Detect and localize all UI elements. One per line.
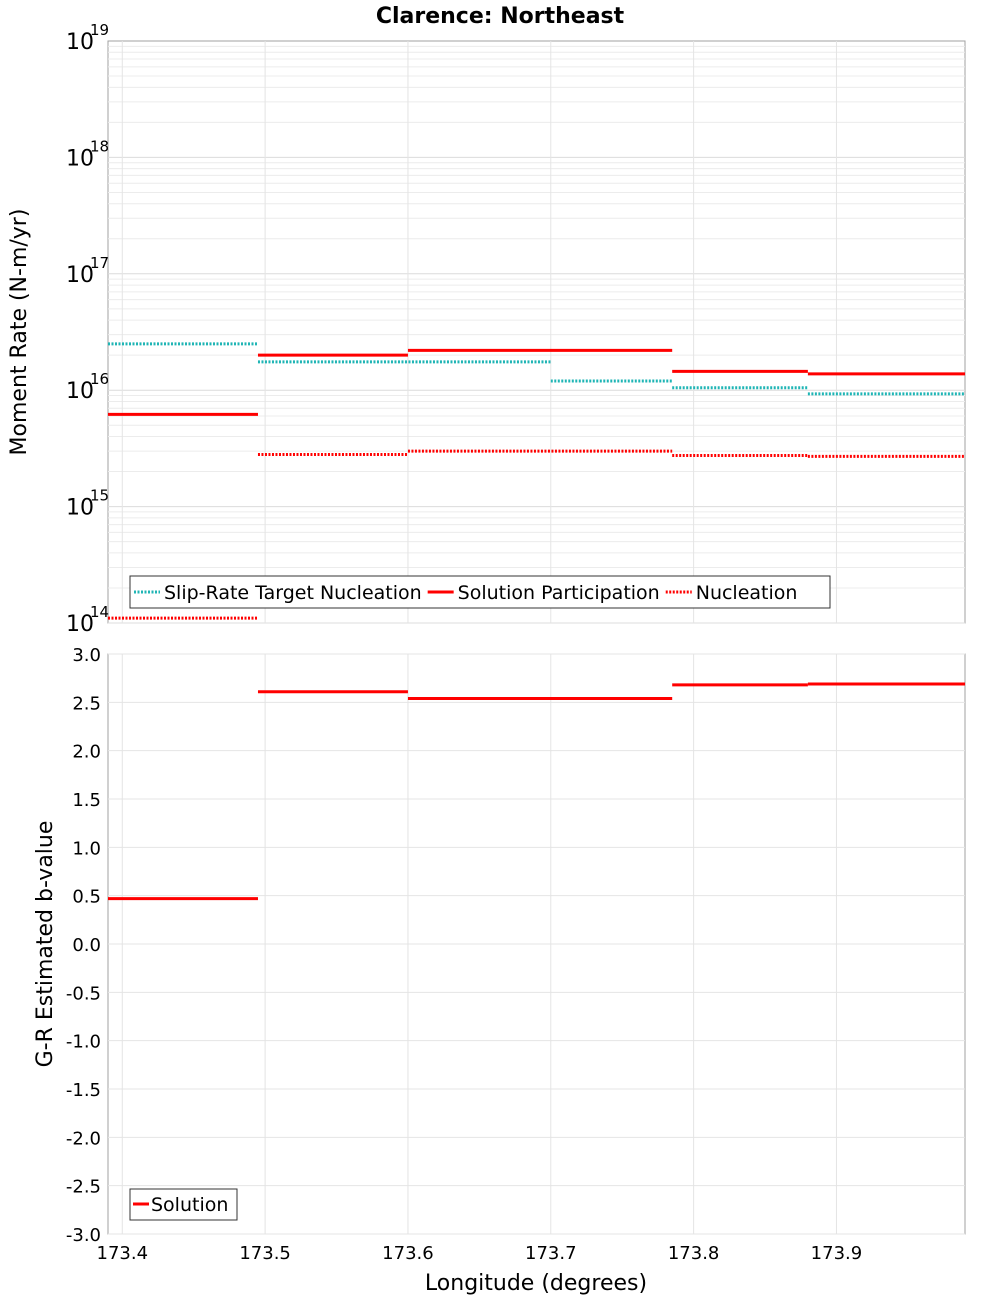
y-tick-label: -1.5 <box>66 1080 101 1101</box>
y-tick-label: 1.5 <box>72 790 101 811</box>
y-tick-label: 1.0 <box>72 838 101 859</box>
b-value-series <box>108 682 965 901</box>
b-value-y-axis-label: G-R Estimated b-value <box>33 821 58 1068</box>
y-tick-label: 10 <box>66 379 94 404</box>
y-tick-label: 2.0 <box>72 742 101 763</box>
b-value-grid <box>108 653 965 1235</box>
y-tick-exponent: 14 <box>90 603 109 621</box>
moment-rate-grid <box>108 41 965 624</box>
y-tick-label: 10 <box>66 146 94 171</box>
x-tick-label: 173.6 <box>382 1243 434 1264</box>
moment-rate-plot-area <box>107 40 966 624</box>
legend-box <box>129 575 831 609</box>
b-value-chart: -3.0 -2.5 -2.0 -1.5 -1.0 -0.5 0.0 0.5 1.0 1.5 2.0 2… <box>33 645 966 1296</box>
y-tick-exponent: 16 <box>90 370 109 388</box>
moment-rate-series <box>108 342 965 620</box>
b-value-y-ticks: -3.0 -2.5 -2.0 -1.5 -1.0 -0.5 0.0 0.5 1.0 1.5 2.0 2… <box>66 645 101 1246</box>
y-tick-exponent: 15 <box>90 487 109 505</box>
legend-label: Solution <box>151 1194 228 1216</box>
y-tick-label: -0.5 <box>66 983 101 1004</box>
x-tick-label: 173.9 <box>811 1243 863 1264</box>
b-value-x-ticks: 173.4 173.5 173.6 173.7 173.8 173.9 <box>97 1243 863 1264</box>
moment-rate-legend: Slip-Rate Target Nucleation Solution Part… <box>129 575 831 609</box>
y-tick-label: 0.5 <box>72 887 101 908</box>
y-tick-label: 10 <box>66 612 94 637</box>
legend-label: Nucleation <box>696 582 798 604</box>
y-tick-label: 10 <box>66 496 94 521</box>
y-tick-label: 10 <box>66 263 94 288</box>
x-tick-label: 173.4 <box>97 1243 149 1264</box>
x-tick-label: 173.5 <box>239 1243 291 1264</box>
y-tick-label: 3.0 <box>72 645 101 666</box>
x-axis-label: Longitude (degrees) <box>425 1271 647 1296</box>
moment-rate-y-axis-label: Moment Rate (N-m/yr) <box>7 209 32 456</box>
y-tick-label: -2.5 <box>66 1177 101 1198</box>
y-tick-exponent: 19 <box>90 21 109 39</box>
y-tick-exponent: 17 <box>90 254 109 272</box>
legend-label: Solution Participation <box>458 582 660 604</box>
legend-label: Slip-Rate Target Nucleation <box>164 582 422 604</box>
x-tick-label: 173.8 <box>668 1243 720 1264</box>
y-tick-label: 0.0 <box>72 935 101 956</box>
y-tick-exponent: 18 <box>90 137 109 155</box>
b-value-legend: Solution <box>129 1188 238 1221</box>
y-tick-label: -3.0 <box>66 1225 101 1246</box>
x-tick-label: 173.7 <box>525 1243 577 1264</box>
y-tick-label: -1.0 <box>66 1032 101 1053</box>
y-tick-label: -2.0 <box>66 1128 101 1149</box>
y-tick-label: 2.5 <box>72 693 101 714</box>
figure-title: Clarence: Northeast <box>376 4 625 29</box>
y-tick-label: 10 <box>66 30 94 55</box>
